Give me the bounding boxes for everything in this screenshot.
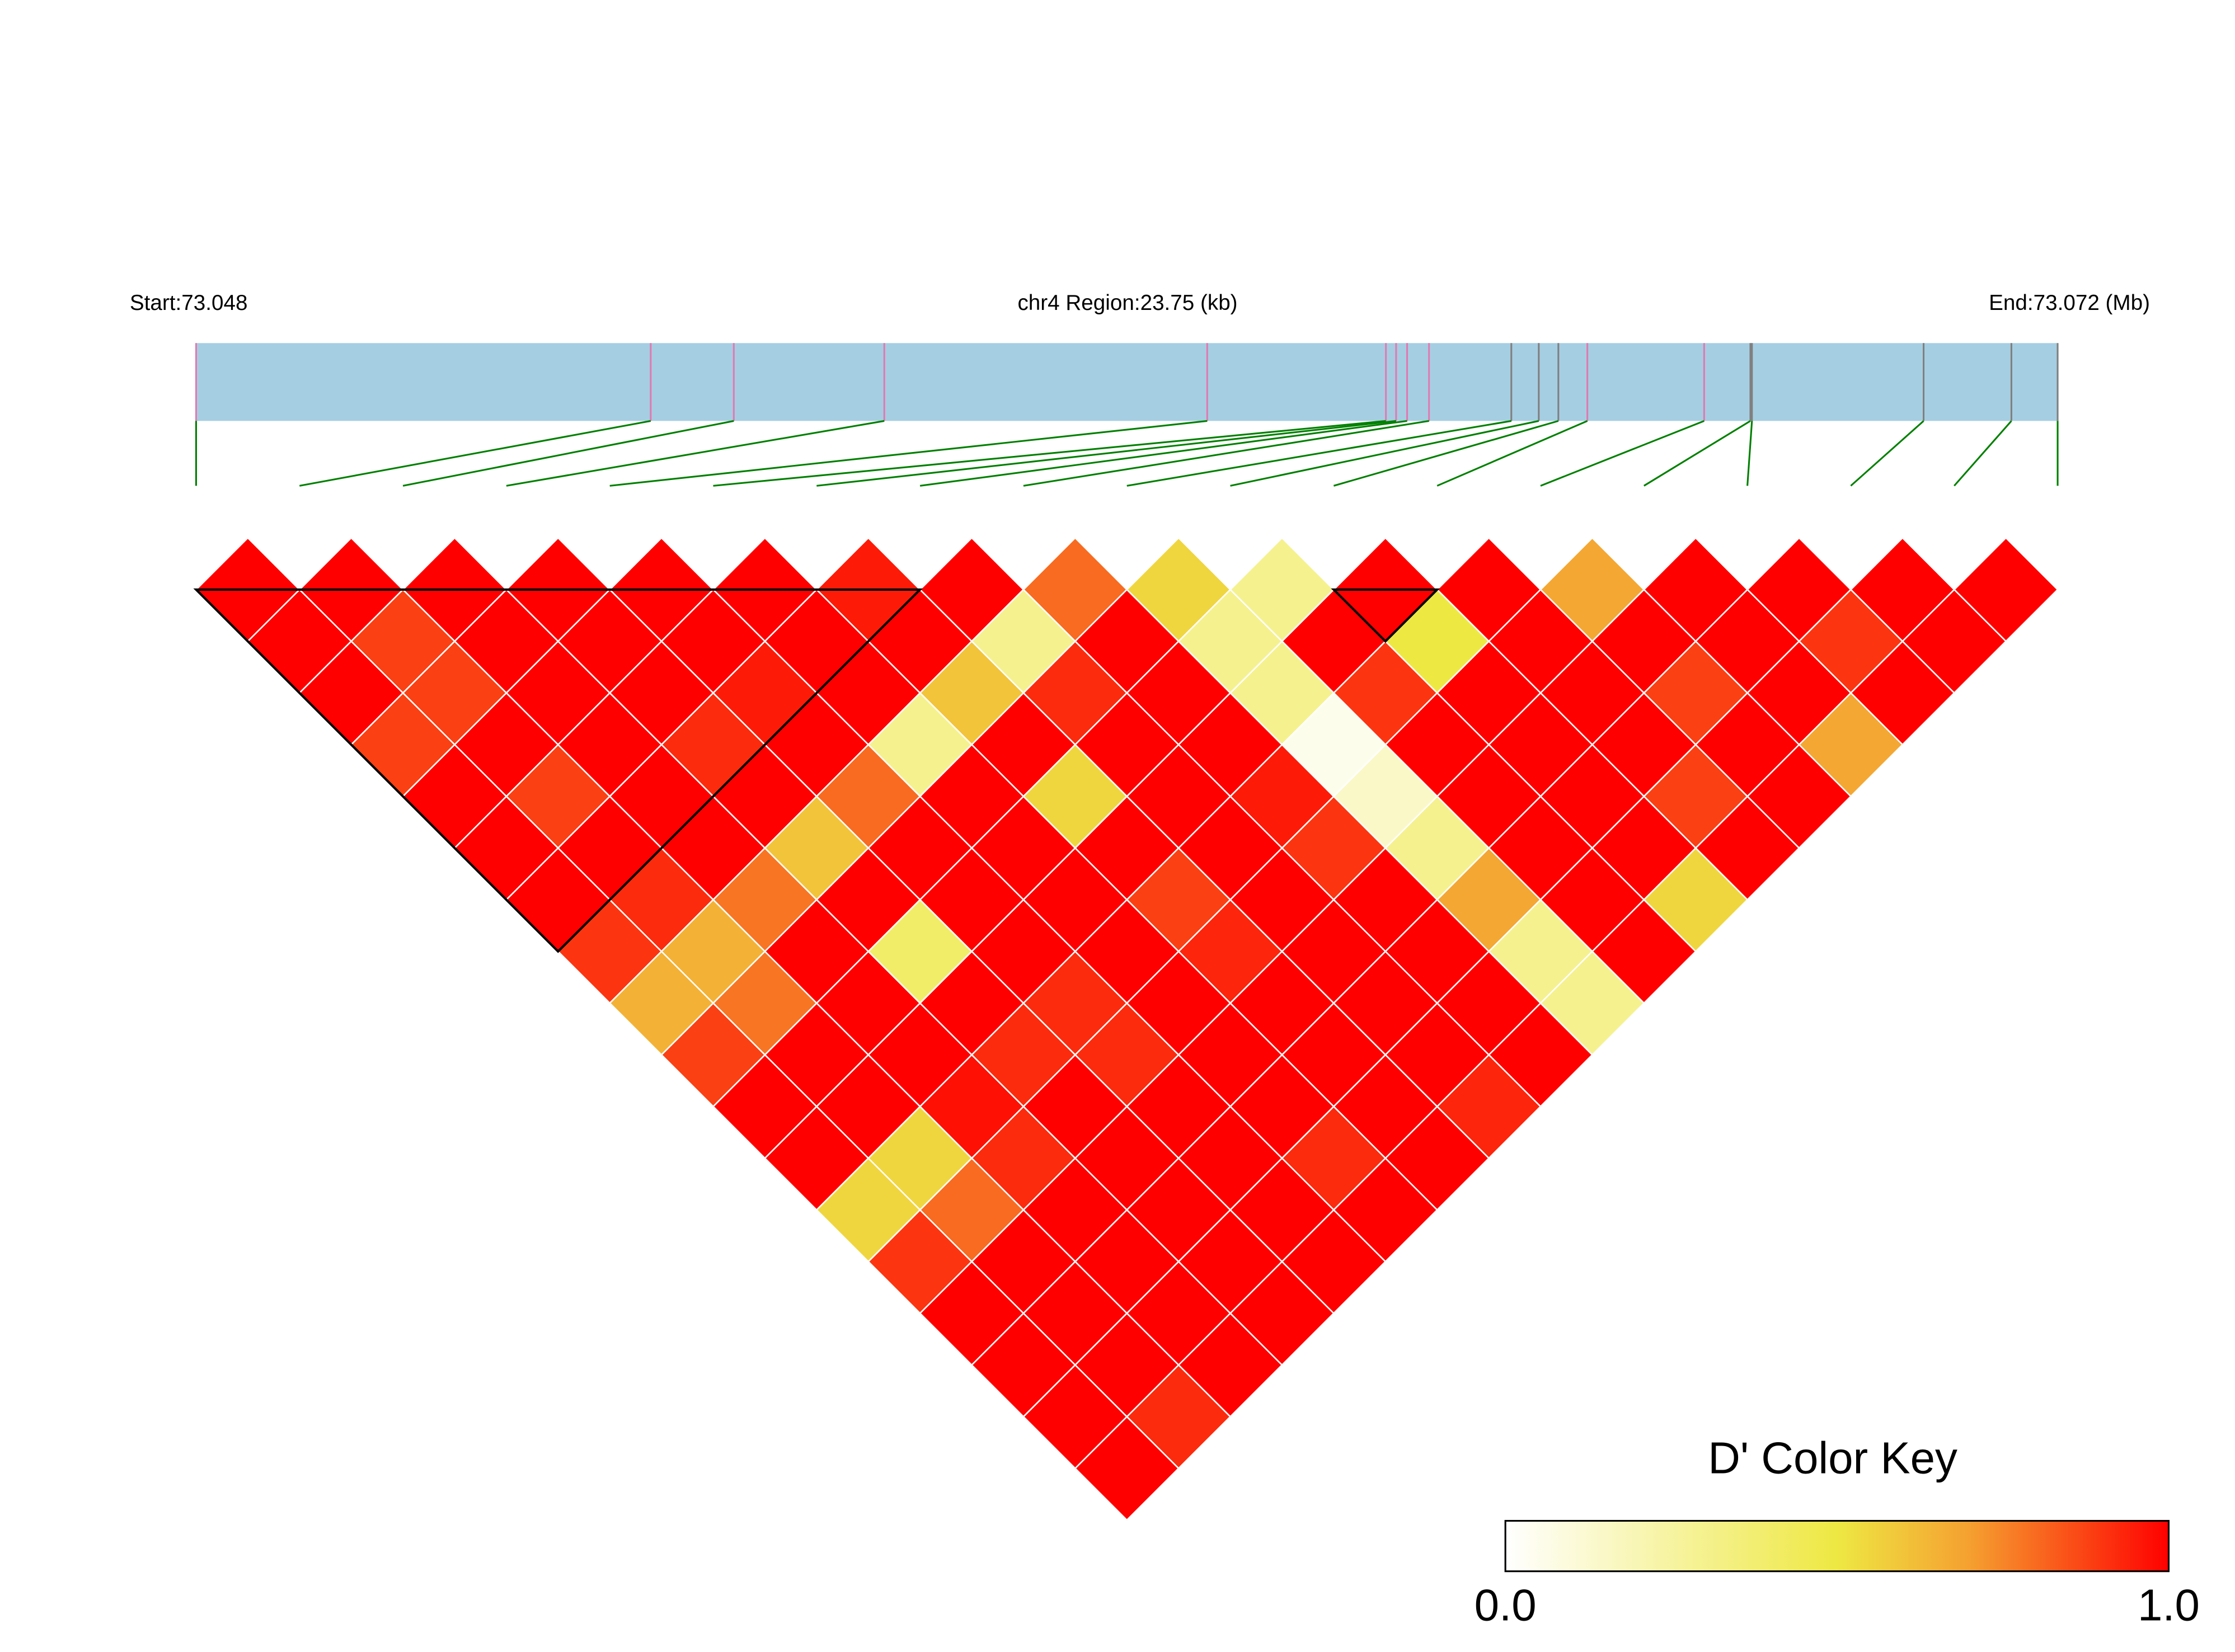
snp-connector (1436, 420, 1588, 487)
region-label: chr4 Region:23.75 (kb) (1017, 291, 1237, 315)
legend-tick-label: 0.0 (1475, 1580, 1537, 1630)
end-label: End:73.072 (Mb) (1989, 291, 2150, 315)
snp-connector (402, 420, 734, 487)
start-label: Start:73.048 (130, 291, 248, 315)
snp-connector (299, 420, 651, 487)
legend-title: D' Color Key (1708, 1433, 1957, 1482)
ld-block (193, 588, 923, 953)
snp-connector (1954, 420, 2012, 487)
legend-tick-label: 1.0 (2138, 1580, 2200, 1630)
snp-connector (1126, 420, 1512, 487)
color-key (1504, 1519, 2170, 1573)
ld-block (1331, 588, 1440, 643)
snp-connector (919, 420, 1407, 487)
snp-connector (1023, 420, 1429, 487)
ld-cell (1074, 1415, 1180, 1522)
snp-connector (816, 420, 1397, 487)
snp-connector (1333, 420, 1559, 487)
snp-connector (1644, 420, 1751, 487)
snp-connector (609, 420, 1208, 487)
snp-connector (1850, 420, 1924, 487)
snp-connector (506, 420, 885, 487)
gene-track (196, 343, 2058, 421)
snp-connector (1746, 421, 1753, 486)
snp-connector (1540, 420, 1705, 487)
snp-connector (713, 420, 1386, 487)
snp-connector (1230, 420, 1539, 487)
